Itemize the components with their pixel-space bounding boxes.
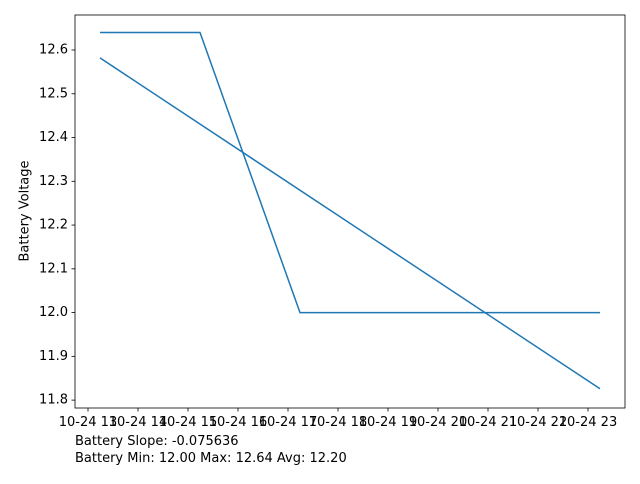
x-tick-label: 10-24 23 <box>559 415 617 430</box>
x-tick-label: 10-24 14 <box>109 415 167 430</box>
y-tick-label: 12.2 <box>39 218 68 233</box>
plot-frame <box>74 14 626 409</box>
series-line <box>99 57 601 390</box>
y-tick-label: 12.5 <box>39 86 68 101</box>
y-tick-label: 12.1 <box>39 261 68 276</box>
series-line <box>100 31 600 314</box>
x-tick-label: 10-24 17 <box>259 415 317 430</box>
x-tick-label: 10-24 19 <box>359 415 417 430</box>
x-tick-label: 10-24 16 <box>209 415 267 430</box>
y-axis-label: Battery Voltage <box>18 160 33 261</box>
y-tick-label: 11.9 <box>39 349 68 364</box>
x-tick-label: 10-24 22 <box>509 415 567 430</box>
y-tick-label: 12.3 <box>39 174 68 189</box>
x-tick-label: 10-24 20 <box>409 415 467 430</box>
x-tick-label: 10-24 18 <box>309 415 367 430</box>
x-tick-label: 10-24 15 <box>159 415 217 430</box>
x-tick-label: 10-24 13 <box>59 415 117 430</box>
annotation: Battery Min: 12.00 Max: 12.64 Avg: 12.20 <box>75 451 347 466</box>
annotation: Battery Slope: -0.075636 <box>75 434 239 449</box>
y-tick-label: 12.4 <box>39 130 68 145</box>
y-tick-label: 11.8 <box>39 393 68 408</box>
x-tick-label: 10-24 21 <box>459 415 517 430</box>
y-tick-label: 12.6 <box>39 43 68 58</box>
y-tick-label: 12.0 <box>39 305 68 320</box>
